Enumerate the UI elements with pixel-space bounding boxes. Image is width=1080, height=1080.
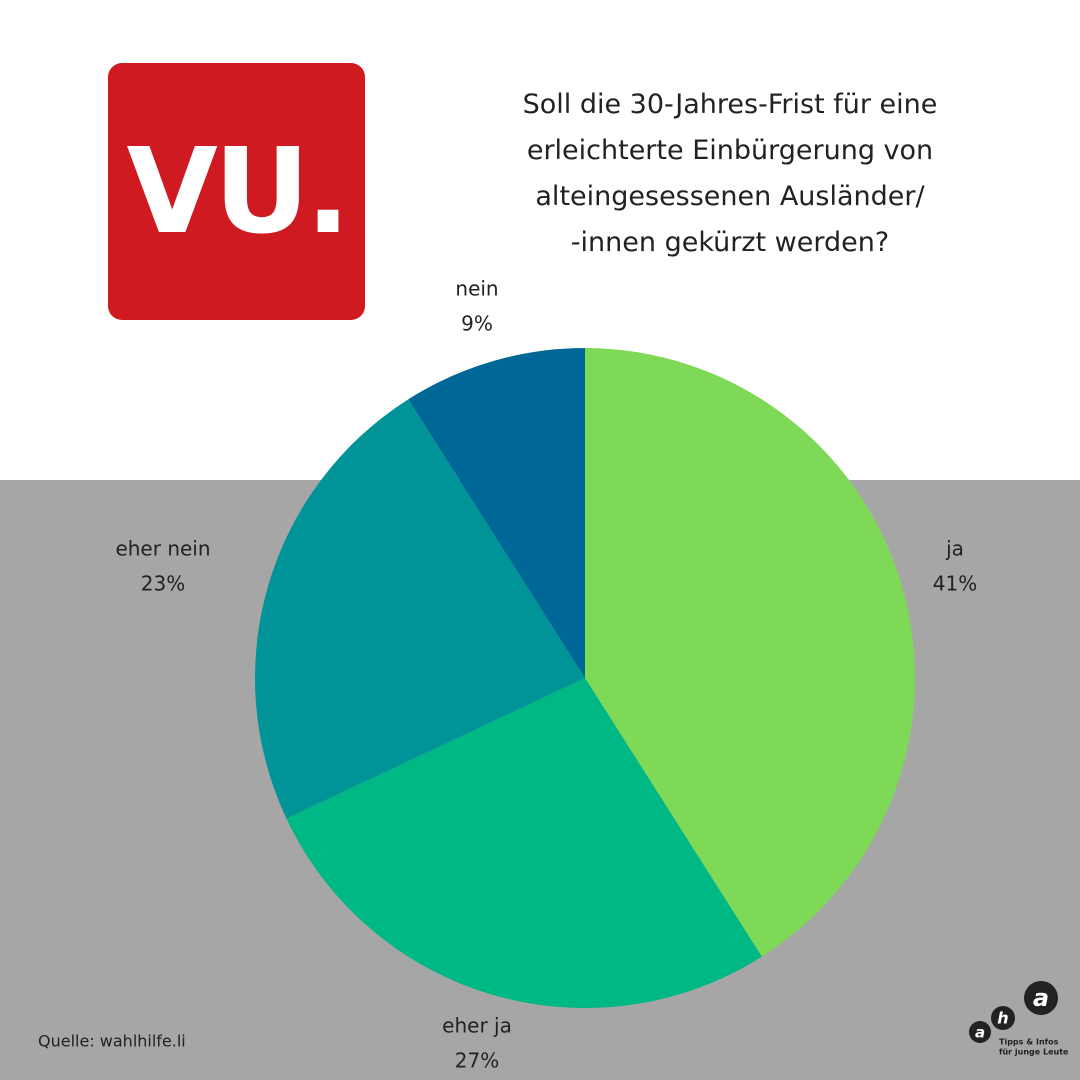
logo-tagline: für junge Leute [999,1048,1069,1057]
logo-letter: a [975,1024,985,1042]
logo-dot [1024,981,1058,1015]
slice-label: nein [455,277,498,301]
pie-slice [255,399,586,819]
slice-label: eher ja [442,1014,512,1038]
logo-dot [969,1021,991,1043]
slice-value-label: 9% [461,312,493,336]
partner-logo: a h a Tipps & Infos für junge Leute [969,981,1069,1057]
slice-label: eher nein [115,537,210,561]
chart-title: Soll die 30-Jahres-Frist für eine erleic… [522,89,938,258]
logo-dot [991,1006,1015,1030]
slice-label: ja [945,537,964,561]
pie-slice [408,348,585,678]
slice-value-label: 23% [141,572,185,596]
source: Quelle: wahlhilfe.li [38,1032,186,1051]
pie-slice [286,678,762,1008]
pie-slice [585,348,915,957]
logo: VU. [108,63,365,320]
slice-value-label: 41% [933,572,977,596]
logo-tagline: Tipps & Infos [999,1038,1059,1047]
logo-letter: h [997,1009,1008,1028]
logo-letter: a [1033,984,1049,1012]
slice-value-label: 27% [455,1049,499,1073]
